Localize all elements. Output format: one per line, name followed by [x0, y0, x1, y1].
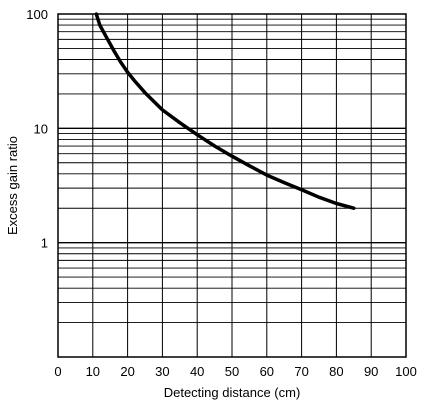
x-tick-label: 60 — [260, 364, 274, 379]
x-tick-label: 20 — [120, 364, 134, 379]
grid — [58, 14, 406, 357]
x-tick-label: 10 — [86, 364, 100, 379]
series-layer — [94, 12, 356, 210]
x-tick-label: 90 — [364, 364, 378, 379]
y-axis-label: Excess gain ratio — [5, 136, 20, 235]
y-tick-label: 100 — [26, 7, 48, 22]
y-tick-label: 10 — [34, 121, 48, 136]
x-tick-label: 80 — [329, 364, 343, 379]
x-tick-label: 40 — [190, 364, 204, 379]
plot-frame — [57, 13, 407, 358]
y-tick-label: 1 — [41, 236, 48, 251]
x-tick-label: 70 — [294, 364, 308, 379]
x-tick-label: 100 — [395, 364, 417, 379]
x-axis-label: Detecting distance (cm) — [164, 385, 301, 400]
x-tick-label: 0 — [54, 364, 61, 379]
y-tick-labels: 1 10 100 — [26, 7, 48, 251]
x-tick-labels: 0 10 20 30 40 50 60 70 80 90 100 — [54, 364, 416, 379]
series-line — [94, 12, 356, 210]
x-tick-label: 50 — [225, 364, 239, 379]
x-tick-label: 30 — [155, 364, 169, 379]
